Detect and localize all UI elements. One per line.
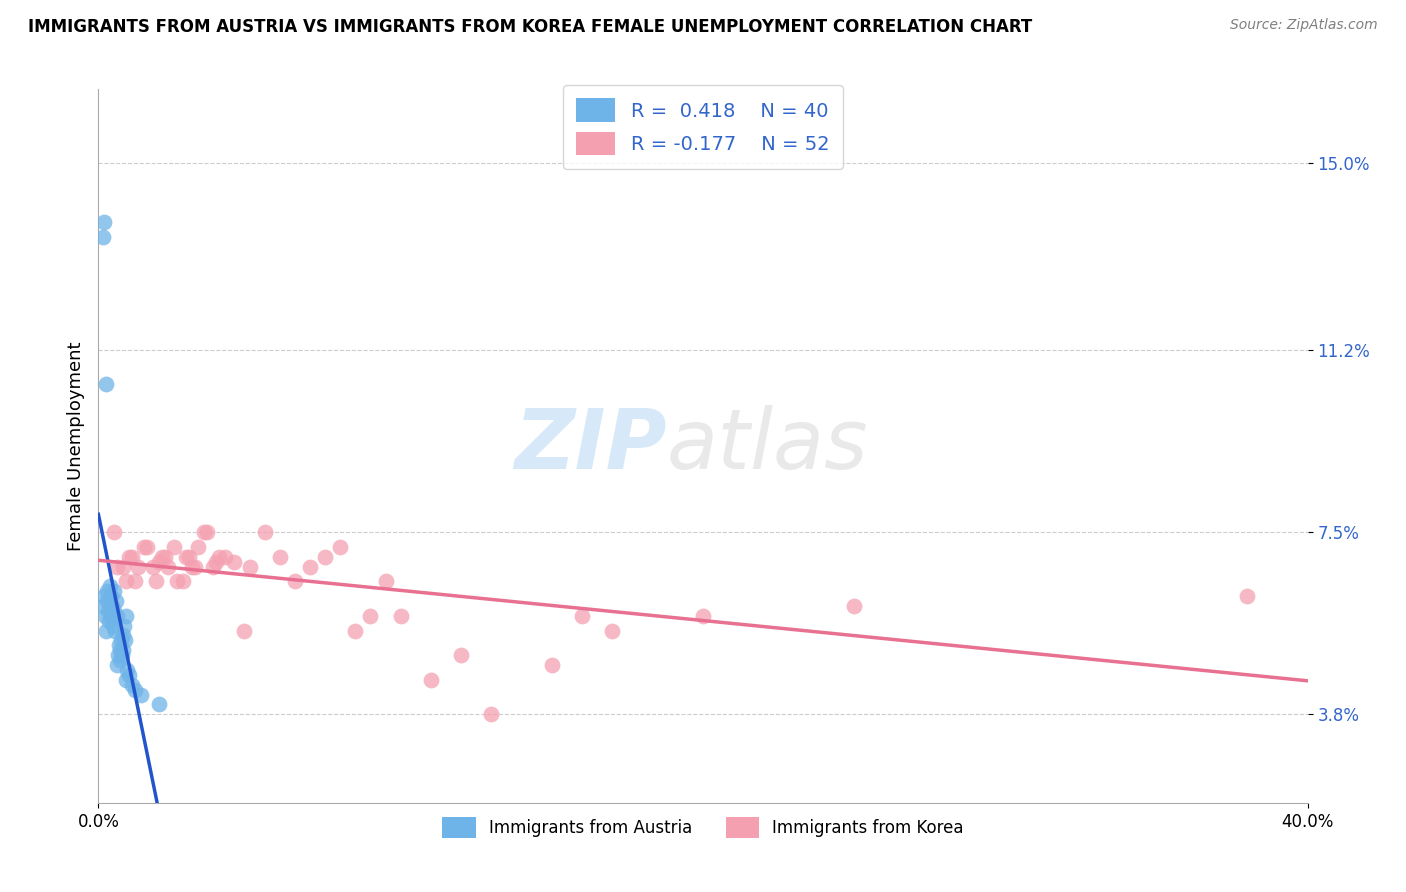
Point — [94, 377, 117, 392]
Point — [121, 549, 143, 564]
Point — [602, 624, 624, 638]
Point — [299, 559, 322, 574]
Point — [115, 673, 138, 687]
Point — [540, 658, 562, 673]
Point — [284, 574, 307, 589]
Point — [202, 559, 225, 574]
Point — [142, 559, 165, 574]
Point — [115, 663, 138, 677]
Point — [253, 525, 276, 540]
Point — [156, 559, 179, 574]
Point — [450, 648, 472, 662]
Point — [129, 688, 152, 702]
Point — [118, 668, 141, 682]
Point — [108, 653, 131, 667]
Point — [148, 698, 170, 712]
Point — [232, 624, 254, 638]
Point — [360, 608, 382, 623]
Point — [179, 549, 201, 564]
Point — [195, 525, 218, 540]
Legend: Immigrants from Austria, Immigrants from Korea: Immigrants from Austria, Immigrants from… — [436, 811, 970, 845]
Point — [127, 559, 149, 574]
Point — [111, 648, 134, 662]
Point — [166, 574, 188, 589]
Point — [107, 648, 129, 662]
Point — [105, 559, 128, 574]
Point — [205, 555, 228, 569]
Point — [153, 549, 176, 564]
Point — [145, 574, 167, 589]
Point — [101, 618, 124, 632]
Y-axis label: Female Unemployment: Female Unemployment — [66, 342, 84, 550]
Point — [181, 559, 204, 574]
Point — [193, 525, 215, 540]
Point — [94, 608, 117, 623]
Point — [108, 643, 131, 657]
Point — [105, 658, 128, 673]
Point — [114, 574, 136, 589]
Point — [269, 549, 291, 564]
Point — [91, 230, 114, 244]
Point — [163, 540, 186, 554]
Point — [692, 608, 714, 623]
Point — [132, 540, 155, 554]
Point — [100, 589, 122, 603]
Point — [135, 540, 157, 554]
Point — [112, 618, 135, 632]
Point — [389, 608, 412, 623]
Point — [112, 643, 135, 657]
Point — [481, 707, 503, 722]
Point — [124, 574, 146, 589]
Point — [124, 682, 146, 697]
Point — [111, 628, 134, 642]
Point — [314, 549, 336, 564]
Point — [100, 608, 122, 623]
Point — [344, 624, 367, 638]
Point — [174, 549, 197, 564]
Point — [98, 614, 121, 628]
Text: atlas: atlas — [666, 406, 869, 486]
Point — [118, 549, 141, 564]
Text: Source: ZipAtlas.com: Source: ZipAtlas.com — [1230, 18, 1378, 32]
Point — [101, 599, 124, 613]
Point — [420, 673, 443, 687]
Point — [374, 574, 396, 589]
Point — [103, 604, 125, 618]
Point — [105, 608, 128, 623]
Point — [1236, 589, 1258, 603]
Point — [571, 608, 593, 623]
Point — [329, 540, 352, 554]
Point — [844, 599, 866, 613]
Point — [239, 559, 262, 574]
Text: ZIP: ZIP — [515, 406, 666, 486]
Point — [150, 549, 173, 564]
Point — [184, 559, 207, 574]
Point — [104, 624, 127, 638]
Point — [114, 608, 136, 623]
Text: IMMIGRANTS FROM AUSTRIA VS IMMIGRANTS FROM KOREA FEMALE UNEMPLOYMENT CORRELATION: IMMIGRANTS FROM AUSTRIA VS IMMIGRANTS FR… — [28, 18, 1032, 36]
Point — [103, 584, 125, 599]
Point — [96, 594, 118, 608]
Point — [224, 555, 246, 569]
Point — [98, 579, 121, 593]
Point — [187, 540, 209, 554]
Point — [96, 584, 118, 599]
Point — [108, 638, 131, 652]
Point — [121, 678, 143, 692]
Point — [208, 549, 231, 564]
Point — [172, 574, 194, 589]
Point — [114, 633, 136, 648]
Point — [104, 594, 127, 608]
Point — [93, 215, 115, 229]
Point — [93, 589, 115, 603]
Point — [111, 559, 134, 574]
Point — [103, 525, 125, 540]
Point — [94, 624, 117, 638]
Point — [110, 633, 132, 648]
Point — [148, 555, 170, 569]
Point — [97, 604, 120, 618]
Point — [93, 599, 115, 613]
Point — [214, 549, 236, 564]
